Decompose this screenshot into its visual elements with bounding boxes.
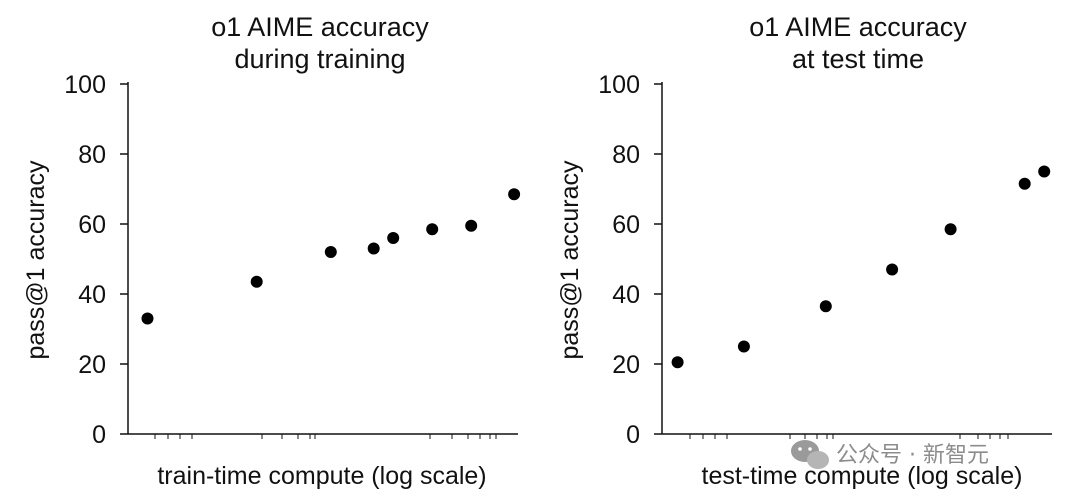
left-chart-data-point [141, 312, 154, 325]
right-chart-data-point [886, 263, 899, 276]
right-chart-y-tick-label: 60 [612, 211, 640, 239]
right-chart-title-line-2: at test time [792, 44, 924, 74]
left-chart-y-tick-label: 60 [78, 211, 106, 239]
left-chart-points [141, 188, 521, 325]
left-chart-y-tick-label: 0 [92, 421, 106, 449]
left-chart-y-tick-label: 20 [78, 351, 106, 379]
right-chart-x-axis-label: test-time compute (log scale) [702, 462, 1023, 490]
left-chart-data-point [508, 188, 521, 201]
right-chart: o1 AIME accuracy at test time pass@1 acc… [556, 12, 1052, 490]
left-chart-title-line-2: during training [234, 44, 405, 74]
left-chart-data-point [250, 275, 263, 288]
right-chart-data-point [944, 223, 957, 236]
left-chart-y-tick-label: 100 [64, 71, 106, 99]
left-chart-axes: 0 20 40 60 80 100 [64, 71, 518, 449]
right-chart-data-point [671, 356, 684, 369]
right-chart-data-point [1038, 165, 1051, 178]
right-chart-y-tick-label: 40 [612, 281, 640, 309]
left-chart-y-tick-label: 80 [78, 141, 106, 169]
right-chart-title-line-1: o1 AIME accuracy [749, 12, 967, 42]
left-chart-y-axis-label: pass@1 accuracy [22, 160, 50, 360]
left-chart-data-point [465, 219, 478, 232]
wechat-icon [791, 440, 829, 469]
left-chart-data-point [367, 242, 380, 255]
left-chart-y-tick-label: 40 [78, 281, 106, 309]
right-chart-data-point [819, 300, 832, 313]
right-chart-data-point [1018, 177, 1031, 190]
left-chart-data-point [426, 223, 439, 236]
right-chart-data-point [737, 340, 750, 353]
left-chart-x-axis-label: train-time compute (log scale) [157, 462, 486, 490]
watermark: 公众号 · 新智元 [791, 440, 989, 469]
left-chart-data-point [324, 246, 337, 258]
watermark-text: 公众号 · 新智元 [836, 443, 989, 468]
right-chart-y-tick-label: 80 [612, 141, 640, 169]
left-chart: o1 AIME accuracy during training pass@1 … [22, 12, 521, 490]
left-chart-data-point [387, 232, 400, 244]
left-chart-title-line-1: o1 AIME accuracy [211, 12, 429, 42]
right-chart-y-tick-label: 20 [612, 351, 640, 379]
right-chart-y-tick-label: 0 [626, 421, 640, 449]
right-chart-points [671, 165, 1051, 369]
right-chart-axes: 0 20 40 60 80 100 [598, 71, 1052, 449]
right-chart-y-tick-label: 100 [598, 71, 640, 99]
right-chart-y-axis-label: pass@1 accuracy [556, 160, 584, 360]
